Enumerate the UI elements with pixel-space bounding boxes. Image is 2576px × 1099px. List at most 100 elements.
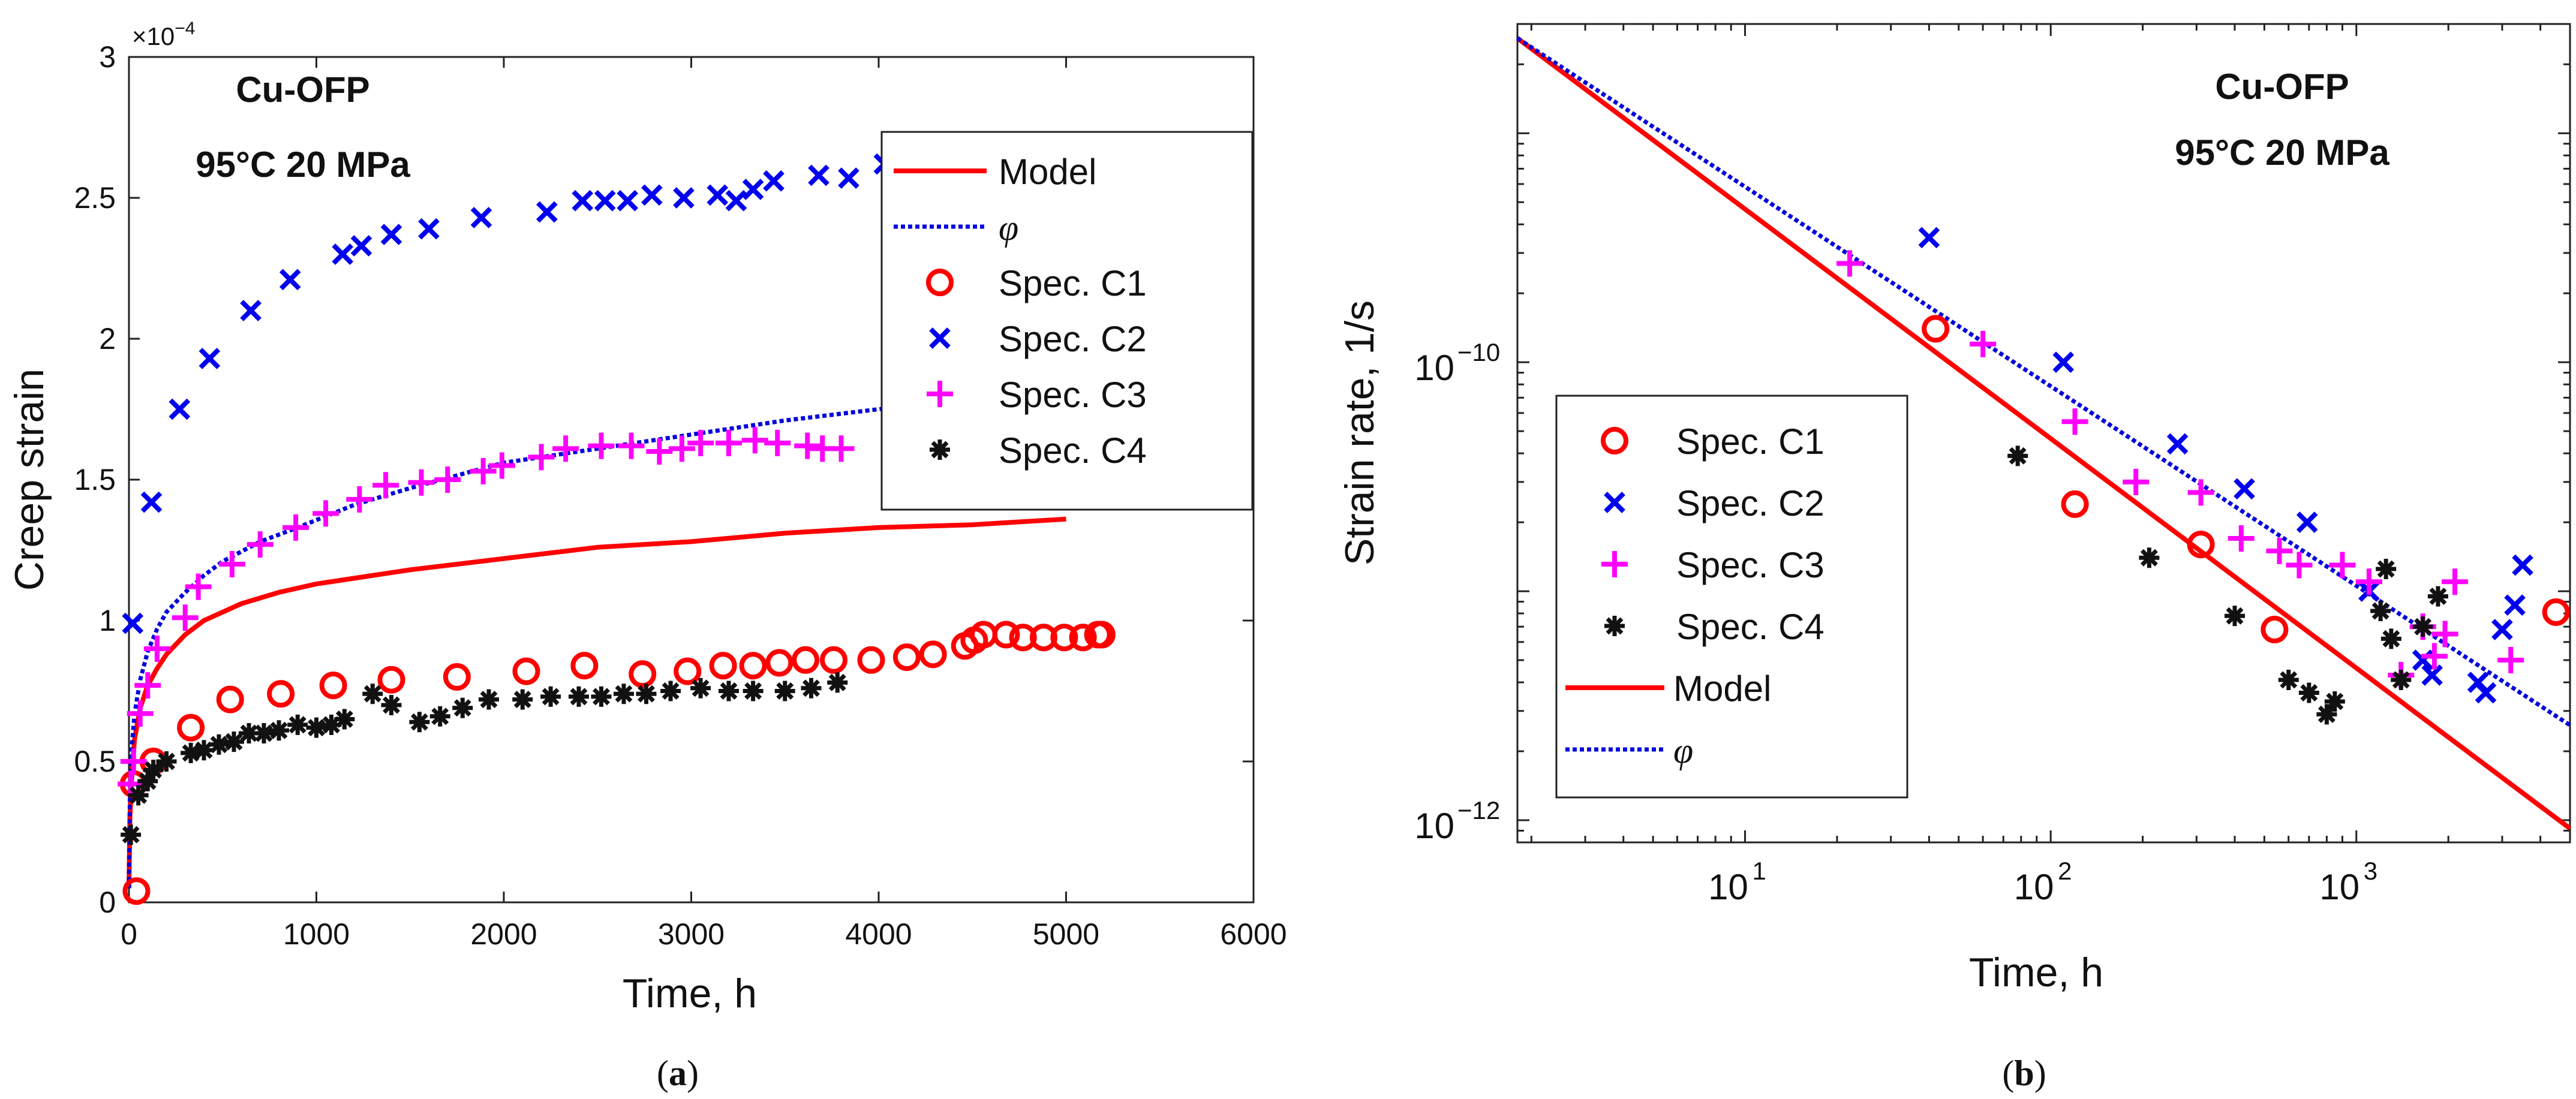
data-point-spec-c2 (2504, 594, 2526, 616)
data-point-spec-c4 (429, 706, 450, 727)
data-point-spec-c4 (827, 672, 848, 693)
data-point-spec-c3 (828, 435, 855, 462)
x-tick-label-exponent: 1 (1753, 857, 1766, 885)
data-point-spec-c2 (725, 189, 747, 212)
x-tick-label: 10 (1708, 867, 1748, 907)
data-point-spec-c3 (488, 452, 515, 479)
data-point-spec-c3 (552, 435, 579, 462)
data-point-spec-c2 (240, 300, 261, 321)
data-point-spec-c4 (2376, 559, 2397, 580)
series-layer (118, 153, 1116, 905)
annotation-line-1: Cu-OFP (236, 70, 369, 110)
data-point-spec-c3 (218, 551, 245, 577)
tick-labels: 0 1000 2000 3000 4000 5000 6000 0 0.5 1 1.5 2 2.5 3 (74, 40, 1287, 951)
data-point-spec-c2 (380, 224, 402, 245)
data-point-spec-c2 (2234, 478, 2255, 500)
legend-label-model: Model (999, 152, 1096, 192)
legend-label-spec-c3: Spec. C3 (999, 375, 1147, 415)
data-point-spec-c2 (808, 164, 829, 186)
data-point-spec-c1 (674, 657, 702, 685)
data-point-spec-c2 (279, 269, 301, 291)
data-point-spec-c4 (254, 723, 274, 743)
data-point-spec-c3 (2431, 621, 2458, 648)
data-point-spec-c3 (528, 444, 555, 471)
legend-label-phi: φ (999, 208, 1018, 248)
data-point-spec-c1 (177, 713, 205, 742)
data-point-spec-c2 (2512, 554, 2533, 576)
data-point-spec-c4 (381, 695, 402, 715)
y-tick-label: 2 (99, 322, 116, 356)
data-point-spec-c3 (282, 514, 309, 541)
annotation-line-2: 95°C 20 MPa (196, 144, 410, 185)
data-point-spec-c1 (319, 672, 347, 700)
annotation-line-2: 95°C 20 MPa (2175, 133, 2389, 173)
data-point-spec-c2 (763, 170, 784, 192)
data-point-spec-c1 (443, 663, 471, 691)
data-point-spec-c4 (614, 684, 634, 704)
data-point-spec-c3 (2061, 408, 2088, 435)
data-point-spec-c2 (332, 243, 354, 265)
data-point-spec-c1 (1050, 624, 1078, 652)
data-point-spec-c2 (2421, 664, 2443, 686)
y-tick-label: 0 (99, 886, 116, 919)
data-point-spec-c4 (2412, 616, 2433, 637)
data-point-spec-c3 (716, 429, 742, 456)
legend-label-model: Model (1673, 669, 1771, 709)
data-point-spec-c1 (820, 646, 847, 674)
data-point-spec-c4 (2298, 682, 2319, 703)
series-line-phi (127, 384, 1066, 889)
data-point-spec-c4 (591, 686, 612, 707)
data-point-spec-c1 (857, 646, 885, 674)
legend-swatch-spec-c3 (1601, 551, 1628, 577)
data-point-spec-c4 (743, 681, 764, 701)
legend: Spec. C1 Spec. C2 Spec. C3 Spec. C4 Model φ (1555, 395, 1908, 799)
panel-label-a: (a) (657, 1053, 699, 1093)
y-tick-label: 1.5 (74, 463, 116, 496)
data-point-spec-c4 (181, 742, 202, 763)
data-point-spec-c2 (169, 398, 191, 420)
data-point-spec-c4 (137, 770, 158, 791)
x-axis-label: Time, h (1969, 950, 2103, 995)
y-axis-label: Strain rate, 1/s (1337, 300, 1382, 565)
x-tick-label: 4000 (845, 917, 912, 951)
x-axis-label: Time, h (623, 971, 757, 1016)
data-point-spec-c3 (372, 472, 399, 499)
data-point-spec-c3 (2442, 568, 2468, 595)
data-point-spec-c3 (346, 486, 373, 513)
data-point-spec-c4 (2316, 704, 2337, 725)
data-point-spec-c4 (569, 686, 589, 707)
x-tick-label: 5000 (1033, 917, 1099, 951)
data-point-spec-c3 (1836, 250, 1863, 277)
data-point-spec-c4 (287, 714, 308, 735)
data-point-spec-c4 (121, 824, 142, 845)
data-point-spec-c4 (128, 785, 149, 806)
data-point-spec-c2 (2296, 511, 2318, 533)
legend-label-spec-c2: Spec. C2 (1676, 483, 1824, 523)
data-point-spec-c4 (479, 689, 499, 710)
legend-swatch-spec-c2 (929, 327, 951, 349)
data-point-spec-c4 (636, 684, 657, 704)
x-tick-label: 3000 (658, 917, 725, 951)
data-point-spec-c2 (470, 207, 492, 228)
data-point-spec-c4 (452, 697, 473, 718)
data-point-spec-c2 (2166, 433, 2189, 455)
data-point-spec-c3 (120, 748, 147, 775)
data-point-spec-c1 (2187, 531, 2215, 559)
data-point-spec-c3 (764, 429, 791, 456)
legend-label-spec-c1: Spec. C1 (1676, 421, 1824, 462)
data-point-spec-c3 (741, 427, 768, 454)
data-point-spec-c3 (134, 672, 161, 699)
data-point-spec-c4 (2224, 606, 2245, 627)
data-point-spec-c4 (690, 678, 711, 698)
data-point-spec-c1 (267, 680, 295, 708)
series-line-phi (1516, 36, 2571, 727)
y-axis-label: Creep strain (7, 369, 52, 591)
data-point-spec-c1 (122, 877, 151, 905)
data-point-spec-c3 (127, 700, 154, 727)
data-point-spec-c2 (2491, 619, 2513, 640)
legend-swatch-spec-c1 (926, 269, 954, 296)
data-point-spec-c4 (540, 686, 561, 707)
data-point-spec-c2 (536, 201, 558, 223)
legend-label-spec-c4: Spec. C4 (1676, 607, 1824, 647)
data-point-spec-c1 (216, 685, 244, 713)
